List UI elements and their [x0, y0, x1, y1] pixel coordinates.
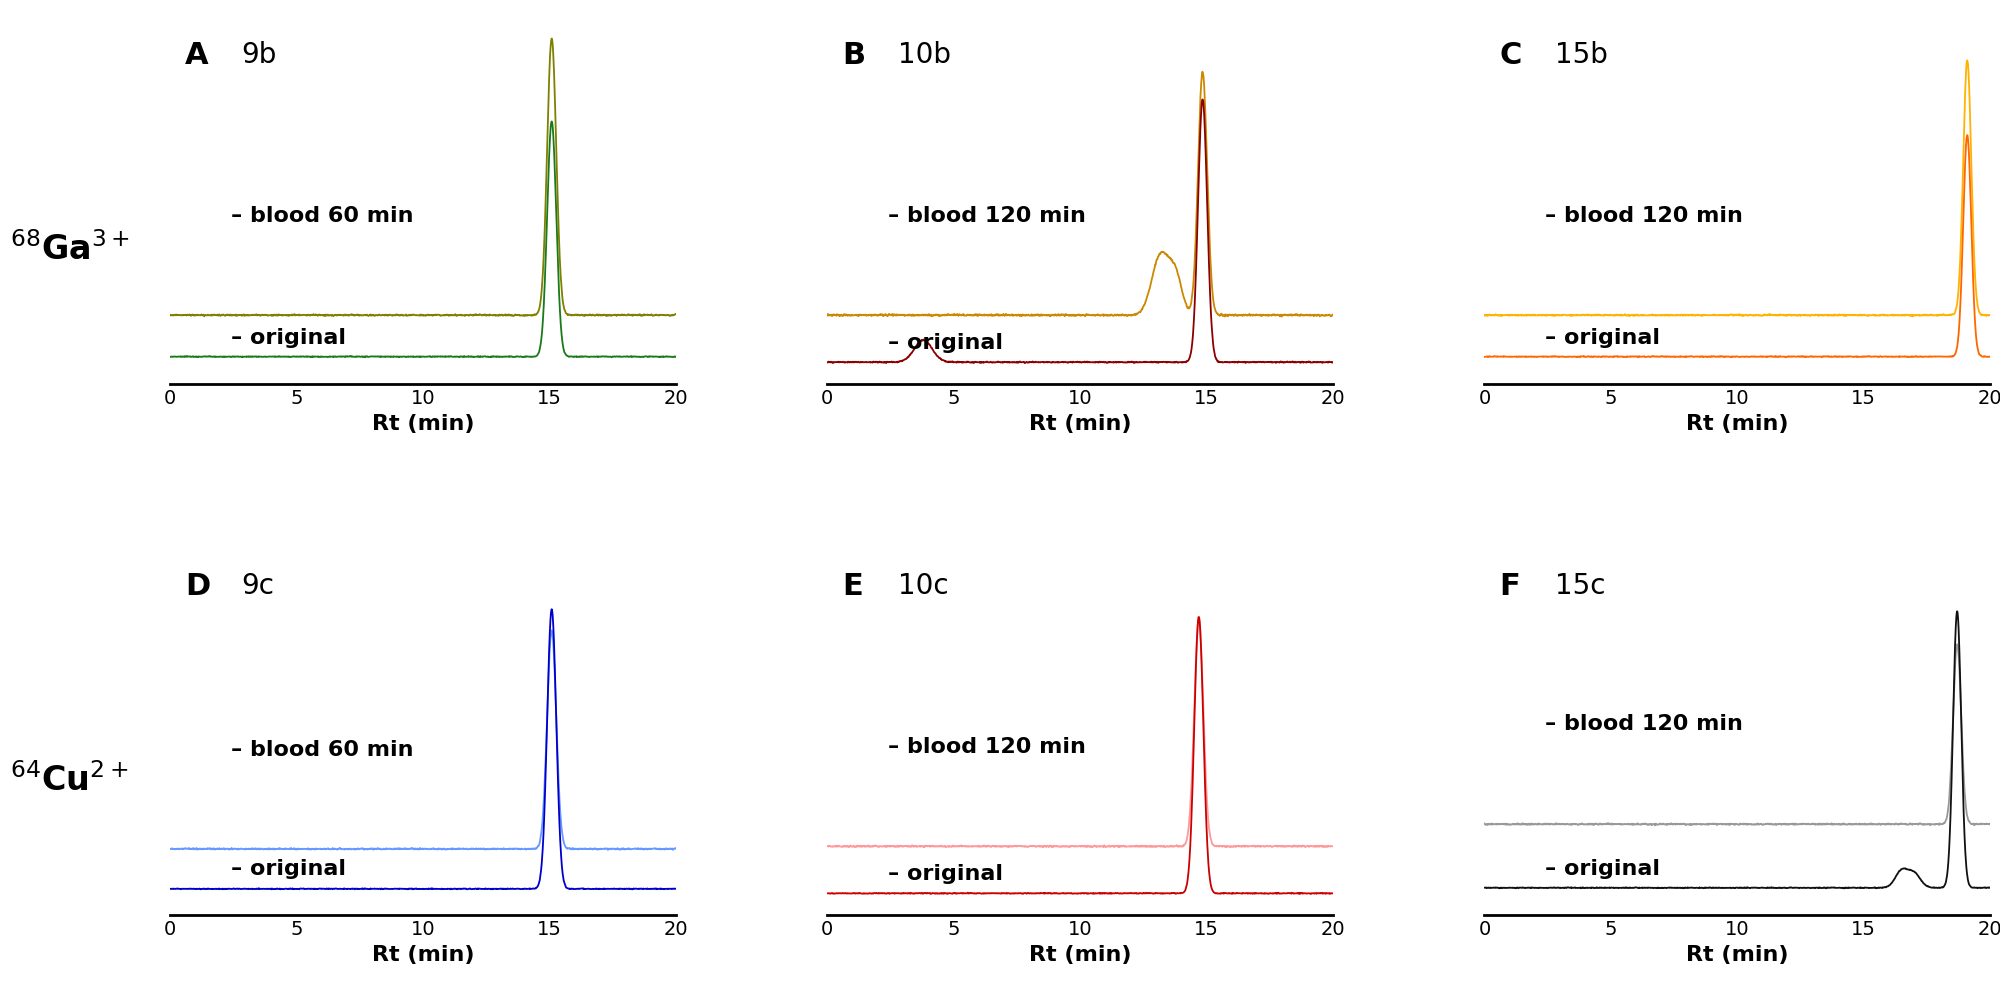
Text: E: E — [842, 572, 864, 601]
Text: – blood 120 min: – blood 120 min — [1546, 206, 1742, 225]
Text: A: A — [186, 41, 208, 69]
Text: $^{64}$Cu$^{2+}$: $^{64}$Cu$^{2+}$ — [10, 764, 128, 799]
X-axis label: Rt (min): Rt (min) — [1028, 413, 1132, 434]
Text: – original: – original — [230, 328, 346, 347]
Text: – original: – original — [1546, 328, 1660, 347]
X-axis label: Rt (min): Rt (min) — [1686, 945, 1788, 965]
Text: C: C — [1500, 41, 1522, 69]
X-axis label: Rt (min): Rt (min) — [372, 945, 474, 965]
Text: D: D — [186, 572, 210, 601]
Text: – original: – original — [888, 333, 1002, 353]
Text: 10b: 10b — [898, 41, 952, 68]
Text: – blood 60 min: – blood 60 min — [230, 206, 414, 225]
Text: 10c: 10c — [898, 572, 948, 600]
Text: – original: – original — [888, 864, 1002, 884]
Text: – original: – original — [1546, 859, 1660, 878]
X-axis label: Rt (min): Rt (min) — [1028, 945, 1132, 965]
Text: F: F — [1500, 572, 1520, 601]
Text: – original: – original — [230, 859, 346, 879]
Text: 15c: 15c — [1556, 572, 1606, 600]
Text: – blood 120 min: – blood 120 min — [888, 206, 1086, 225]
Text: – blood 60 min: – blood 60 min — [230, 740, 414, 761]
Text: – blood 120 min: – blood 120 min — [1546, 714, 1742, 734]
Text: $^{68}$Ga$^{3+}$: $^{68}$Ga$^{3+}$ — [10, 232, 130, 268]
Text: 9c: 9c — [240, 572, 274, 600]
Text: 15b: 15b — [1556, 41, 1608, 68]
Text: B: B — [842, 41, 866, 69]
Text: 9b: 9b — [240, 41, 276, 68]
X-axis label: Rt (min): Rt (min) — [372, 413, 474, 434]
X-axis label: Rt (min): Rt (min) — [1686, 413, 1788, 434]
Text: – blood 120 min: – blood 120 min — [888, 737, 1086, 757]
